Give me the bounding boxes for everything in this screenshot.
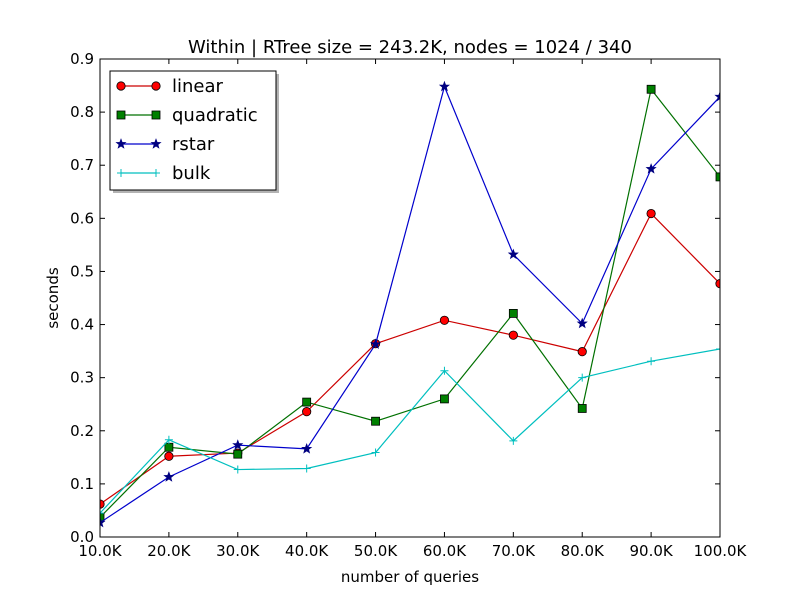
y-tick-label: 0.7 (70, 156, 94, 174)
legend-marker (116, 81, 126, 91)
legend-label: bulk (172, 163, 211, 184)
legend-marker (115, 138, 127, 149)
data-point-quadratic (508, 309, 518, 318)
plot-area: 10.0K 20.0K 30.0K 40.0K 50.0K 60.0K 70.0K 80.0K… (70, 50, 747, 560)
data-point-quadratic (100, 512, 105, 522)
x-tick-label: 90.0K (629, 542, 673, 560)
y-tick-label: 0.6 (70, 209, 94, 227)
data-point-rstar (645, 163, 657, 174)
data-point-rstar (369, 338, 382, 349)
data-point-linear (439, 315, 450, 325)
legend-marker (116, 110, 126, 120)
y-tick-label: 0.4 (70, 316, 94, 334)
series-line-rstar (100, 84, 720, 524)
y-tick-label: 0.3 (70, 369, 94, 387)
data-point-bulk (578, 373, 587, 382)
y-tick-label: 0.8 (70, 103, 94, 121)
legend-marker (117, 169, 125, 177)
x-tick-label: 30.0K (216, 542, 260, 560)
x-tick-label: 10.0K (78, 542, 122, 560)
data-point-bulk (647, 357, 656, 366)
plot-frame (99, 58, 721, 538)
legend-label: linear (172, 76, 224, 97)
data-point-rstar (438, 80, 451, 92)
data-point-linear (577, 347, 587, 357)
data-point-quadratic (577, 404, 587, 413)
legend-item-linear: linear (116, 76, 224, 97)
data-point-bulk (100, 509, 104, 518)
series-rstar (100, 80, 720, 528)
x-tick-label: 80.0K (561, 542, 605, 560)
legend-label: rstar (172, 134, 215, 155)
x-axis-label: number of queries (341, 568, 479, 586)
x-tick-label: 50.0K (354, 542, 398, 560)
legend: linear quadratic rstar bulk (109, 70, 279, 193)
x-tick-label: 20.0K (147, 542, 191, 560)
series-line-quadratic (100, 87, 720, 518)
legend-marker (151, 110, 161, 120)
y-tick-label: 0.9 (70, 50, 94, 68)
x-tick-label: 100.0K (694, 542, 748, 560)
data-point-quadratic (646, 84, 656, 94)
data-point-linear (302, 407, 312, 417)
data-point-bulk (302, 464, 311, 473)
series-line-bulk (100, 348, 720, 514)
data-point-bulk (164, 435, 173, 444)
legend-box (109, 70, 277, 191)
legend-marker (152, 169, 160, 177)
chart-title: Within | RTree size = 243.2K, nodes = 10… (188, 37, 632, 58)
data-point-rstar (232, 439, 244, 450)
data-point-bulk (233, 465, 242, 474)
data-point-rstar (576, 317, 588, 329)
data-point-quadratic (371, 416, 380, 426)
data-point-bulk (371, 448, 380, 457)
legend-item-rstar: rstar (115, 134, 215, 155)
series-bulk (100, 344, 720, 518)
y-axis-label: seconds (44, 267, 62, 328)
data-point-bulk (440, 366, 449, 375)
x-tick-label: 40.0K (285, 542, 329, 560)
series-group (100, 80, 720, 528)
legend-item-quadratic: quadratic (116, 105, 258, 126)
legend-label: quadratic (172, 105, 258, 126)
data-point-quadratic (233, 449, 243, 459)
data-point-rstar (301, 442, 313, 454)
series-quadratic (100, 84, 720, 522)
legend-marker (150, 138, 162, 149)
data-point-quadratic (440, 394, 449, 404)
data-point-linear (646, 208, 656, 219)
x-tick-label: 70.0K (492, 542, 536, 560)
legend-item-bulk: bulk (117, 163, 211, 184)
data-point-rstar (714, 90, 720, 102)
data-point-quadratic (302, 397, 312, 407)
y-tick-label: 0.2 (70, 422, 94, 440)
y-tick-label: 0.1 (70, 475, 94, 493)
data-point-linear (164, 451, 174, 461)
data-point-bulk (716, 344, 720, 353)
data-point-rstar (100, 516, 106, 528)
x-tick-label: 60.0K (423, 542, 467, 560)
data-point-quadratic (164, 442, 174, 452)
data-point-quadratic (715, 172, 720, 182)
y-tick-label: 0.0 (70, 528, 94, 546)
data-point-linear (508, 330, 518, 340)
data-point-bulk (509, 436, 518, 445)
legend-marker (151, 81, 161, 91)
data-point-rstar (163, 471, 175, 482)
data-point-rstar (507, 248, 519, 260)
y-tick-label: 0.5 (70, 262, 94, 280)
